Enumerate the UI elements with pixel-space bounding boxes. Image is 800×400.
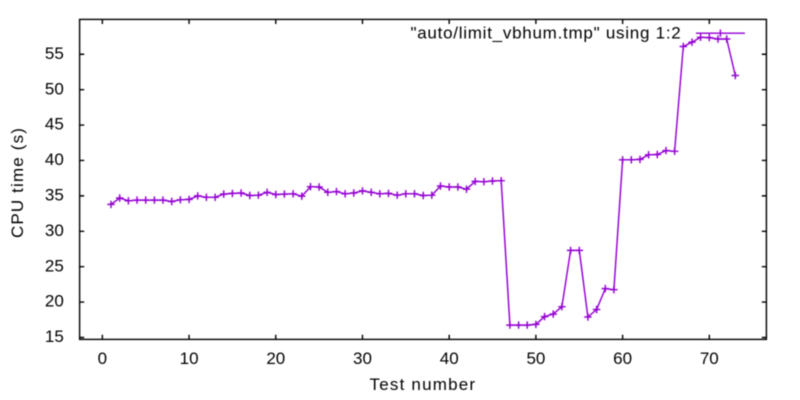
svg-text:0: 0 xyxy=(98,349,107,368)
svg-text:50: 50 xyxy=(45,79,64,98)
svg-text:60: 60 xyxy=(613,349,632,368)
svg-text:15: 15 xyxy=(45,327,64,346)
svg-text:10: 10 xyxy=(180,349,199,368)
svg-text:40: 40 xyxy=(440,349,459,368)
svg-text:20: 20 xyxy=(266,349,285,368)
svg-text:35: 35 xyxy=(45,186,64,205)
svg-text:20: 20 xyxy=(45,292,64,311)
svg-text:Test number: Test number xyxy=(370,375,477,394)
svg-text:70: 70 xyxy=(700,349,719,368)
svg-text:55: 55 xyxy=(45,44,64,63)
svg-text:50: 50 xyxy=(526,349,545,368)
svg-text:30: 30 xyxy=(353,349,372,368)
svg-text:30: 30 xyxy=(45,221,64,240)
svg-text:45: 45 xyxy=(45,115,64,134)
svg-text:40: 40 xyxy=(45,150,64,169)
svg-text:25: 25 xyxy=(45,256,64,275)
svg-text:CPU time (s): CPU time (s) xyxy=(8,127,27,238)
svg-text:"auto/limit_vbhum.tmp" using 1: "auto/limit_vbhum.tmp" using 1:2 xyxy=(410,24,681,43)
